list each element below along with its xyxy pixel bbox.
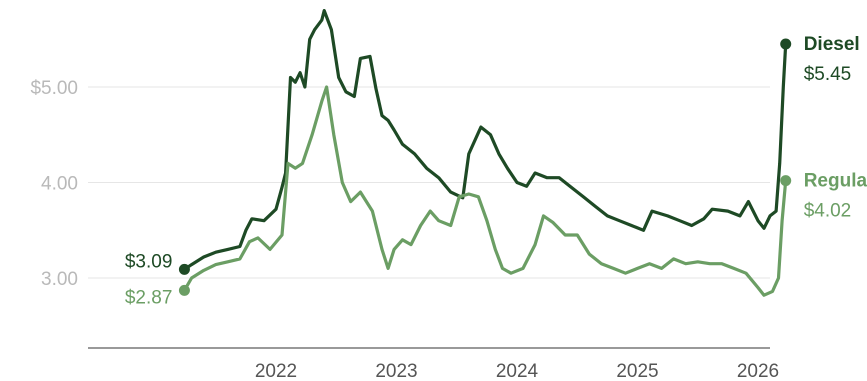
series-labels: $3.09 Diesel $5.45 $2.87 Regular $4.02 [125,34,867,308]
end-point-diesel [780,38,792,50]
y-tick-label: 3.00 [41,269,78,290]
y-gridlines [88,86,770,279]
series-lines [178,9,792,297]
series-line-regular [182,85,788,297]
x-tick-label: 2026 [737,361,779,381]
start-point-diesel [178,263,190,275]
x-tick-label: 2023 [375,361,417,381]
series-line-diesel [182,9,788,271]
series-name-label: Diesel [804,34,860,55]
x-tick-label: 2022 [255,361,297,381]
y-tick-label: $5.00 [30,78,78,99]
x-tick-label: 2025 [616,361,658,381]
start-point-regular [178,284,190,296]
end-value-label: $4.02 [804,201,852,222]
y-tick-label: 4.00 [41,174,78,195]
x-axis-ticks: 2022 2023 2024 2025 2026 [255,361,779,381]
start-value-label: $2.87 [125,287,173,308]
series-name-label: Regular [804,171,867,192]
end-value-label: $5.45 [804,64,852,85]
start-value-label: $3.09 [125,251,173,272]
y-axis-ticks: 3.00 4.00 $5.00 [30,78,78,290]
x-tick-label: 2024 [496,361,539,381]
end-point-regular [780,175,792,187]
